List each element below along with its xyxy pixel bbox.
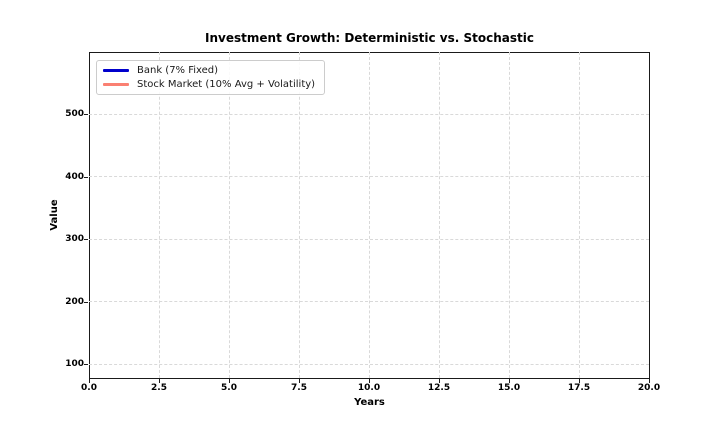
gridline-horizontal: [89, 301, 649, 303]
x-tick-mark: [369, 379, 370, 383]
x-tick-label: 10.0: [357, 383, 381, 393]
y-axis-label: Value: [49, 199, 60, 231]
plot-area: [89, 52, 650, 379]
chart-title: Investment Growth: Deterministic vs. Sto…: [205, 31, 534, 45]
gridline-vertical: [368, 52, 370, 378]
x-tick-label: 15.0: [497, 383, 521, 393]
gridline-vertical: [228, 52, 230, 378]
legend-item: Bank (7% Fixed): [103, 65, 315, 76]
x-tick-label: 17.5: [567, 383, 591, 393]
x-tick-label: 20.0: [637, 383, 661, 393]
gridline-vertical: [158, 52, 160, 378]
x-tick-label: 0.0: [81, 383, 97, 393]
legend: Bank (7% Fixed) Stock Market (10% Avg + V…: [96, 60, 326, 95]
legend-label: Bank (7% Fixed): [137, 65, 219, 76]
gridline-horizontal: [89, 238, 649, 240]
x-tick-mark: [509, 379, 510, 383]
gridline-horizontal: [89, 113, 649, 115]
y-tick-mark: [84, 239, 88, 241]
gridline-horizontal: [89, 176, 649, 178]
x-tick-mark: [159, 379, 160, 383]
y-tick-mark: [84, 176, 88, 178]
x-tick-mark: [649, 379, 650, 383]
x-tick-mark: [299, 379, 300, 383]
y-tick-mark: [84, 364, 88, 366]
x-tick-mark: [89, 379, 90, 383]
y-tick-label: 500: [65, 109, 84, 120]
gridline-vertical: [438, 52, 440, 378]
x-tick-mark: [229, 379, 230, 383]
y-tick-label: 100: [65, 359, 84, 370]
legend-line-swatch: [103, 83, 129, 86]
gridline-horizontal: [89, 363, 649, 365]
y-tick-label: 200: [65, 296, 84, 307]
x-tick-mark: [439, 379, 440, 383]
x-axis-label: Years: [354, 397, 385, 408]
x-tick-label: 12.5: [427, 383, 451, 393]
x-tick-mark: [579, 379, 580, 383]
x-tick-label: 5.0: [221, 383, 237, 393]
x-tick-label: 7.5: [291, 383, 307, 393]
legend-item: Stock Market (10% Avg + Volatility): [103, 79, 315, 90]
x-tick-label: 2.5: [151, 383, 167, 393]
gridline-vertical: [578, 52, 580, 378]
legend-line-swatch: [103, 69, 129, 72]
gridline-vertical: [508, 52, 510, 378]
y-tick-label: 300: [65, 234, 84, 245]
y-tick-label: 400: [65, 171, 84, 182]
gridline-vertical: [298, 52, 300, 378]
y-tick-mark: [84, 114, 88, 116]
y-tick-mark: [84, 301, 88, 303]
legend-label: Stock Market (10% Avg + Volatility): [137, 79, 316, 90]
